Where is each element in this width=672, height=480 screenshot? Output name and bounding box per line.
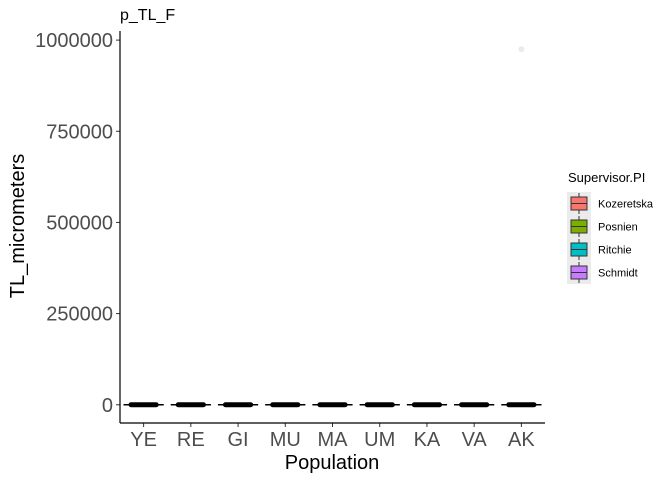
x-tick-label: UM [364, 429, 395, 451]
box-ak [506, 402, 537, 408]
box-gi [222, 402, 254, 408]
y-axis-ticks: 0 250000 500000 750000 1000000 [35, 30, 120, 417]
x-tick-label: YE [130, 429, 157, 451]
box-re [175, 402, 206, 408]
legend-label: Kozeretska [598, 199, 654, 211]
y-tick-label: 500000 [46, 212, 113, 234]
box-va [459, 402, 490, 408]
chart-title: p_TL_F [120, 7, 175, 24]
y-tick-label: 250000 [46, 304, 113, 326]
boxplot-boxes [123, 402, 542, 408]
outlier-points [518, 46, 525, 53]
legend-label: Posnien [598, 222, 638, 234]
box-ka [411, 402, 443, 408]
x-tick-label: GI [227, 429, 248, 451]
x-tick-label: MU [270, 429, 301, 451]
x-axis-ticks: YE RE GI MU MA UM KA VA AK [130, 423, 535, 451]
box-mu [270, 402, 301, 408]
box-ma [317, 402, 348, 408]
legend-label: Schmidt [598, 268, 638, 280]
box-um [364, 402, 395, 408]
box-ye [128, 402, 159, 408]
legend-title: Supervisor.PI [568, 170, 645, 185]
y-tick-label: 0 [102, 395, 113, 417]
y-tick-label: 1000000 [35, 30, 113, 52]
x-tick-label: VA [462, 429, 488, 451]
x-tick-label: AK [508, 429, 535, 451]
x-axis-title: Population [285, 452, 380, 474]
outlier-point [518, 46, 525, 53]
x-tick-label: RE [177, 429, 205, 451]
x-tick-label: KA [414, 429, 441, 451]
y-tick-label: 750000 [46, 121, 113, 143]
x-tick-label: MA [318, 429, 349, 451]
legend-label: Ritchie [598, 245, 632, 257]
y-axis-title: TL_micrometers [7, 154, 29, 298]
legend: Supervisor.PI Kozeretska Posnien Ritchie Sc… [567, 170, 654, 284]
